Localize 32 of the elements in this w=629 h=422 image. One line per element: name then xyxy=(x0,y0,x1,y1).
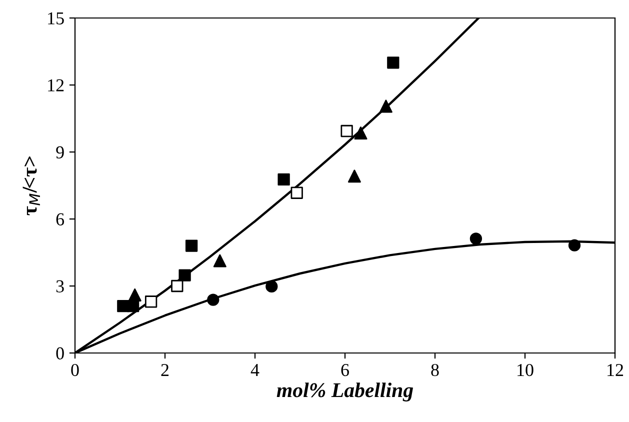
point xyxy=(171,280,184,292)
point xyxy=(207,294,220,306)
point xyxy=(379,100,392,113)
x-tick-label: 12 xyxy=(608,364,624,376)
y-tick-label: 6 xyxy=(56,213,64,226)
point xyxy=(348,170,361,183)
y-tick-label: 9 xyxy=(56,146,64,158)
point xyxy=(290,186,303,199)
point xyxy=(387,56,400,69)
y-tick-label: 3 xyxy=(56,280,64,292)
point xyxy=(266,280,278,293)
x-tick-label: 0 xyxy=(71,364,79,376)
x-tick-label: 6 xyxy=(341,364,349,376)
point xyxy=(470,232,482,245)
x-tick-label: 2 xyxy=(161,364,169,376)
x-axis-title: mol% Labelling xyxy=(276,382,414,402)
y-tick-label: 12 xyxy=(48,79,64,92)
point xyxy=(128,288,142,302)
point xyxy=(354,126,368,140)
x-tick-label: 8 xyxy=(431,364,439,376)
point xyxy=(213,254,226,268)
point xyxy=(568,239,581,252)
point xyxy=(278,173,290,186)
point xyxy=(144,296,158,308)
y-tick-label: 0 xyxy=(56,347,64,360)
point xyxy=(185,240,198,252)
x-tick-label: 10 xyxy=(518,364,534,376)
x-tick-label: 4 xyxy=(250,364,260,376)
y-tick-label: 15 xyxy=(48,12,64,24)
point xyxy=(340,124,353,138)
y-axis-title: τ$_{M}$/<τ> xyxy=(22,156,40,216)
point xyxy=(178,269,191,282)
